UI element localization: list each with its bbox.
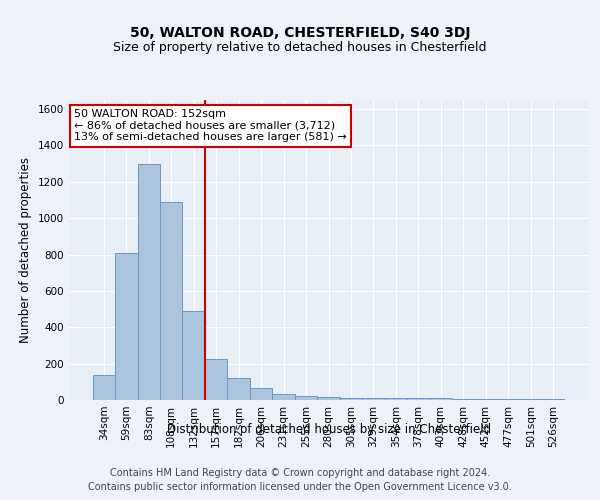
Text: 50 WALTON ROAD: 152sqm
← 86% of detached houses are smaller (3,712)
13% of semi-: 50 WALTON ROAD: 152sqm ← 86% of detached… <box>74 109 347 142</box>
Bar <box>205 359 227 400</box>
Bar <box>430 398 452 400</box>
Text: Distribution of detached houses by size in Chesterfield: Distribution of detached houses by size … <box>167 422 491 436</box>
Bar <box>137 164 160 400</box>
Bar <box>362 398 385 400</box>
Bar <box>295 396 317 400</box>
Bar <box>407 398 430 400</box>
Text: 50, WALTON ROAD, CHESTERFIELD, S40 3DJ: 50, WALTON ROAD, CHESTERFIELD, S40 3DJ <box>130 26 470 40</box>
Text: Contains public sector information licensed under the Open Government Licence v3: Contains public sector information licen… <box>88 482 512 492</box>
Text: Contains HM Land Registry data © Crown copyright and database right 2024.: Contains HM Land Registry data © Crown c… <box>110 468 490 477</box>
Bar <box>182 311 205 400</box>
Bar <box>160 202 182 400</box>
Y-axis label: Number of detached properties: Number of detached properties <box>19 157 32 343</box>
Bar <box>317 398 340 400</box>
Bar <box>497 399 520 400</box>
Bar <box>452 398 475 400</box>
Bar <box>272 394 295 400</box>
Bar <box>340 398 362 400</box>
Text: Size of property relative to detached houses in Chesterfield: Size of property relative to detached ho… <box>113 41 487 54</box>
Bar <box>520 399 542 400</box>
Bar <box>475 399 497 400</box>
Bar <box>92 376 115 400</box>
Bar <box>385 398 407 400</box>
Bar <box>227 378 250 400</box>
Bar <box>115 252 137 400</box>
Bar <box>250 388 272 400</box>
